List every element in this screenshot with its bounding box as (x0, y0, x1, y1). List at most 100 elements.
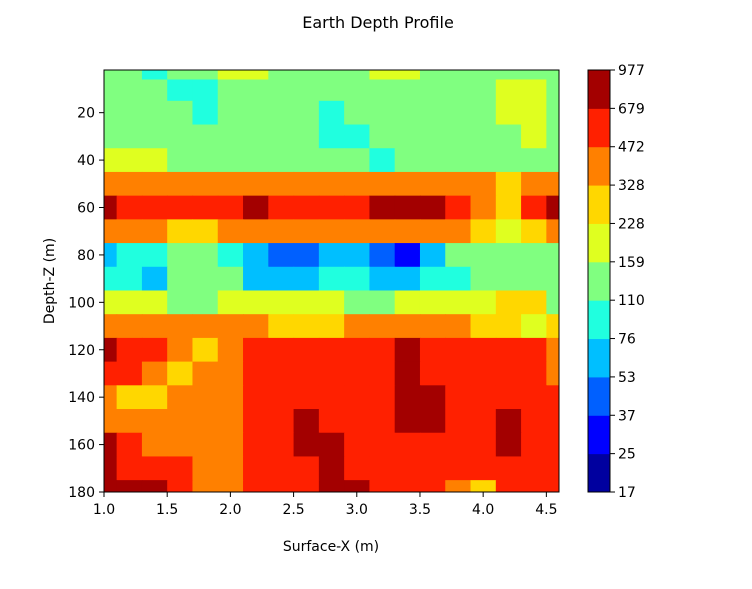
contour-cell (394, 432, 421, 458)
contour-cell (141, 124, 168, 149)
contour-cell (394, 385, 421, 410)
x-axis: 1.0 1.5 2.0 2.5 3.0 3.5 4.0 4.5 (93, 492, 557, 518)
contour-cell (293, 148, 320, 173)
contour-cell (116, 124, 143, 149)
contour-cell (192, 195, 219, 220)
contour-cell (445, 171, 472, 197)
contour-cell (141, 314, 168, 339)
contour-cell (104, 385, 118, 410)
contour-cell (318, 480, 345, 492)
contour-cell (394, 480, 421, 492)
contour-cell (546, 148, 559, 173)
contour-cell (293, 456, 320, 481)
contour-cell (116, 219, 143, 244)
contour-cell (192, 100, 219, 126)
contour-cell (521, 385, 547, 410)
contour-cell (217, 337, 244, 363)
y-tick-label: 40 (77, 153, 95, 169)
colorbar-band (588, 70, 610, 109)
contour-cell (141, 171, 168, 197)
contour-cell (293, 290, 320, 315)
contour-cell (167, 219, 194, 244)
colorbar-tick-label: 679 (618, 101, 645, 117)
contour-cell (268, 79, 295, 102)
contour-cell (521, 480, 547, 492)
contour-cell (268, 337, 295, 363)
contour-cell (521, 409, 547, 434)
contour-cell (394, 290, 421, 315)
contour-plot-area (104, 70, 559, 492)
contour-cell (394, 195, 421, 220)
contour-cell (104, 266, 118, 292)
contour-cell (243, 79, 269, 102)
contour-cell (344, 243, 371, 268)
colorbar-band (588, 453, 610, 493)
contour-cell (217, 243, 244, 268)
contour-cell (192, 409, 219, 434)
contour-cell (470, 100, 497, 126)
x-axis-label: Surface-X (m) (283, 539, 379, 555)
contour-cell (268, 219, 295, 244)
contour-cell (419, 337, 446, 363)
colorbar-frame (587, 69, 611, 493)
contour-cell (141, 361, 168, 386)
contour-cell (217, 124, 244, 149)
contour-cell (344, 337, 371, 363)
contour-cell (344, 70, 371, 81)
contour-cell (419, 266, 446, 292)
contour-cell (104, 432, 118, 458)
colorbar-tick-label: 228 (618, 216, 645, 232)
contour-cell (495, 480, 522, 492)
contour-cell (268, 243, 295, 268)
contour-cell (521, 70, 547, 81)
contour-cell (344, 385, 371, 410)
contour-cell (318, 432, 345, 458)
contour-cell (293, 219, 320, 244)
contour-cell (419, 70, 446, 81)
contour-cell (243, 480, 269, 492)
contour-cell (104, 195, 118, 220)
contour-cell (141, 480, 168, 492)
contour-cell (495, 456, 522, 481)
contour-cell (243, 456, 269, 481)
contour-cell (546, 100, 559, 126)
contour-cell (470, 171, 497, 197)
contour-cell (268, 70, 295, 81)
contour-cell (167, 70, 194, 81)
contour-cell (116, 171, 143, 197)
contour-cell (394, 314, 421, 339)
contour-cell (141, 219, 168, 244)
contour-cell (192, 385, 219, 410)
contour-cell (116, 480, 143, 492)
contour-cell (445, 456, 472, 481)
contour-cell (116, 70, 143, 81)
contour-cell (419, 100, 446, 126)
contour-cell (243, 195, 269, 220)
contour-cell (268, 456, 295, 481)
contour-cell (268, 432, 295, 458)
contour-cell (318, 79, 345, 102)
contour-cell (546, 337, 559, 363)
contour-cell (167, 409, 194, 434)
contour-cell (394, 337, 421, 363)
contour-cell (470, 266, 497, 292)
contour-cell (243, 266, 269, 292)
contour-cell (116, 148, 143, 173)
contour-cell (521, 79, 547, 102)
colorbar-band (588, 108, 610, 148)
contour-cell (318, 124, 345, 149)
contour-cell (318, 385, 345, 410)
x-tick-label: 1.5 (156, 502, 178, 518)
contour-cell (495, 79, 522, 102)
contour-cell (369, 243, 396, 268)
contour-cell (243, 337, 269, 363)
contour-cell (445, 100, 472, 126)
colorbar-tick-label: 76 (618, 332, 636, 348)
contour-cell (470, 219, 497, 244)
contour-cell (521, 148, 547, 173)
contour-cell (217, 266, 244, 292)
contour-cell (167, 266, 194, 292)
contour-cell (419, 480, 446, 492)
contour-cell (369, 361, 396, 386)
contour-cell (243, 409, 269, 434)
